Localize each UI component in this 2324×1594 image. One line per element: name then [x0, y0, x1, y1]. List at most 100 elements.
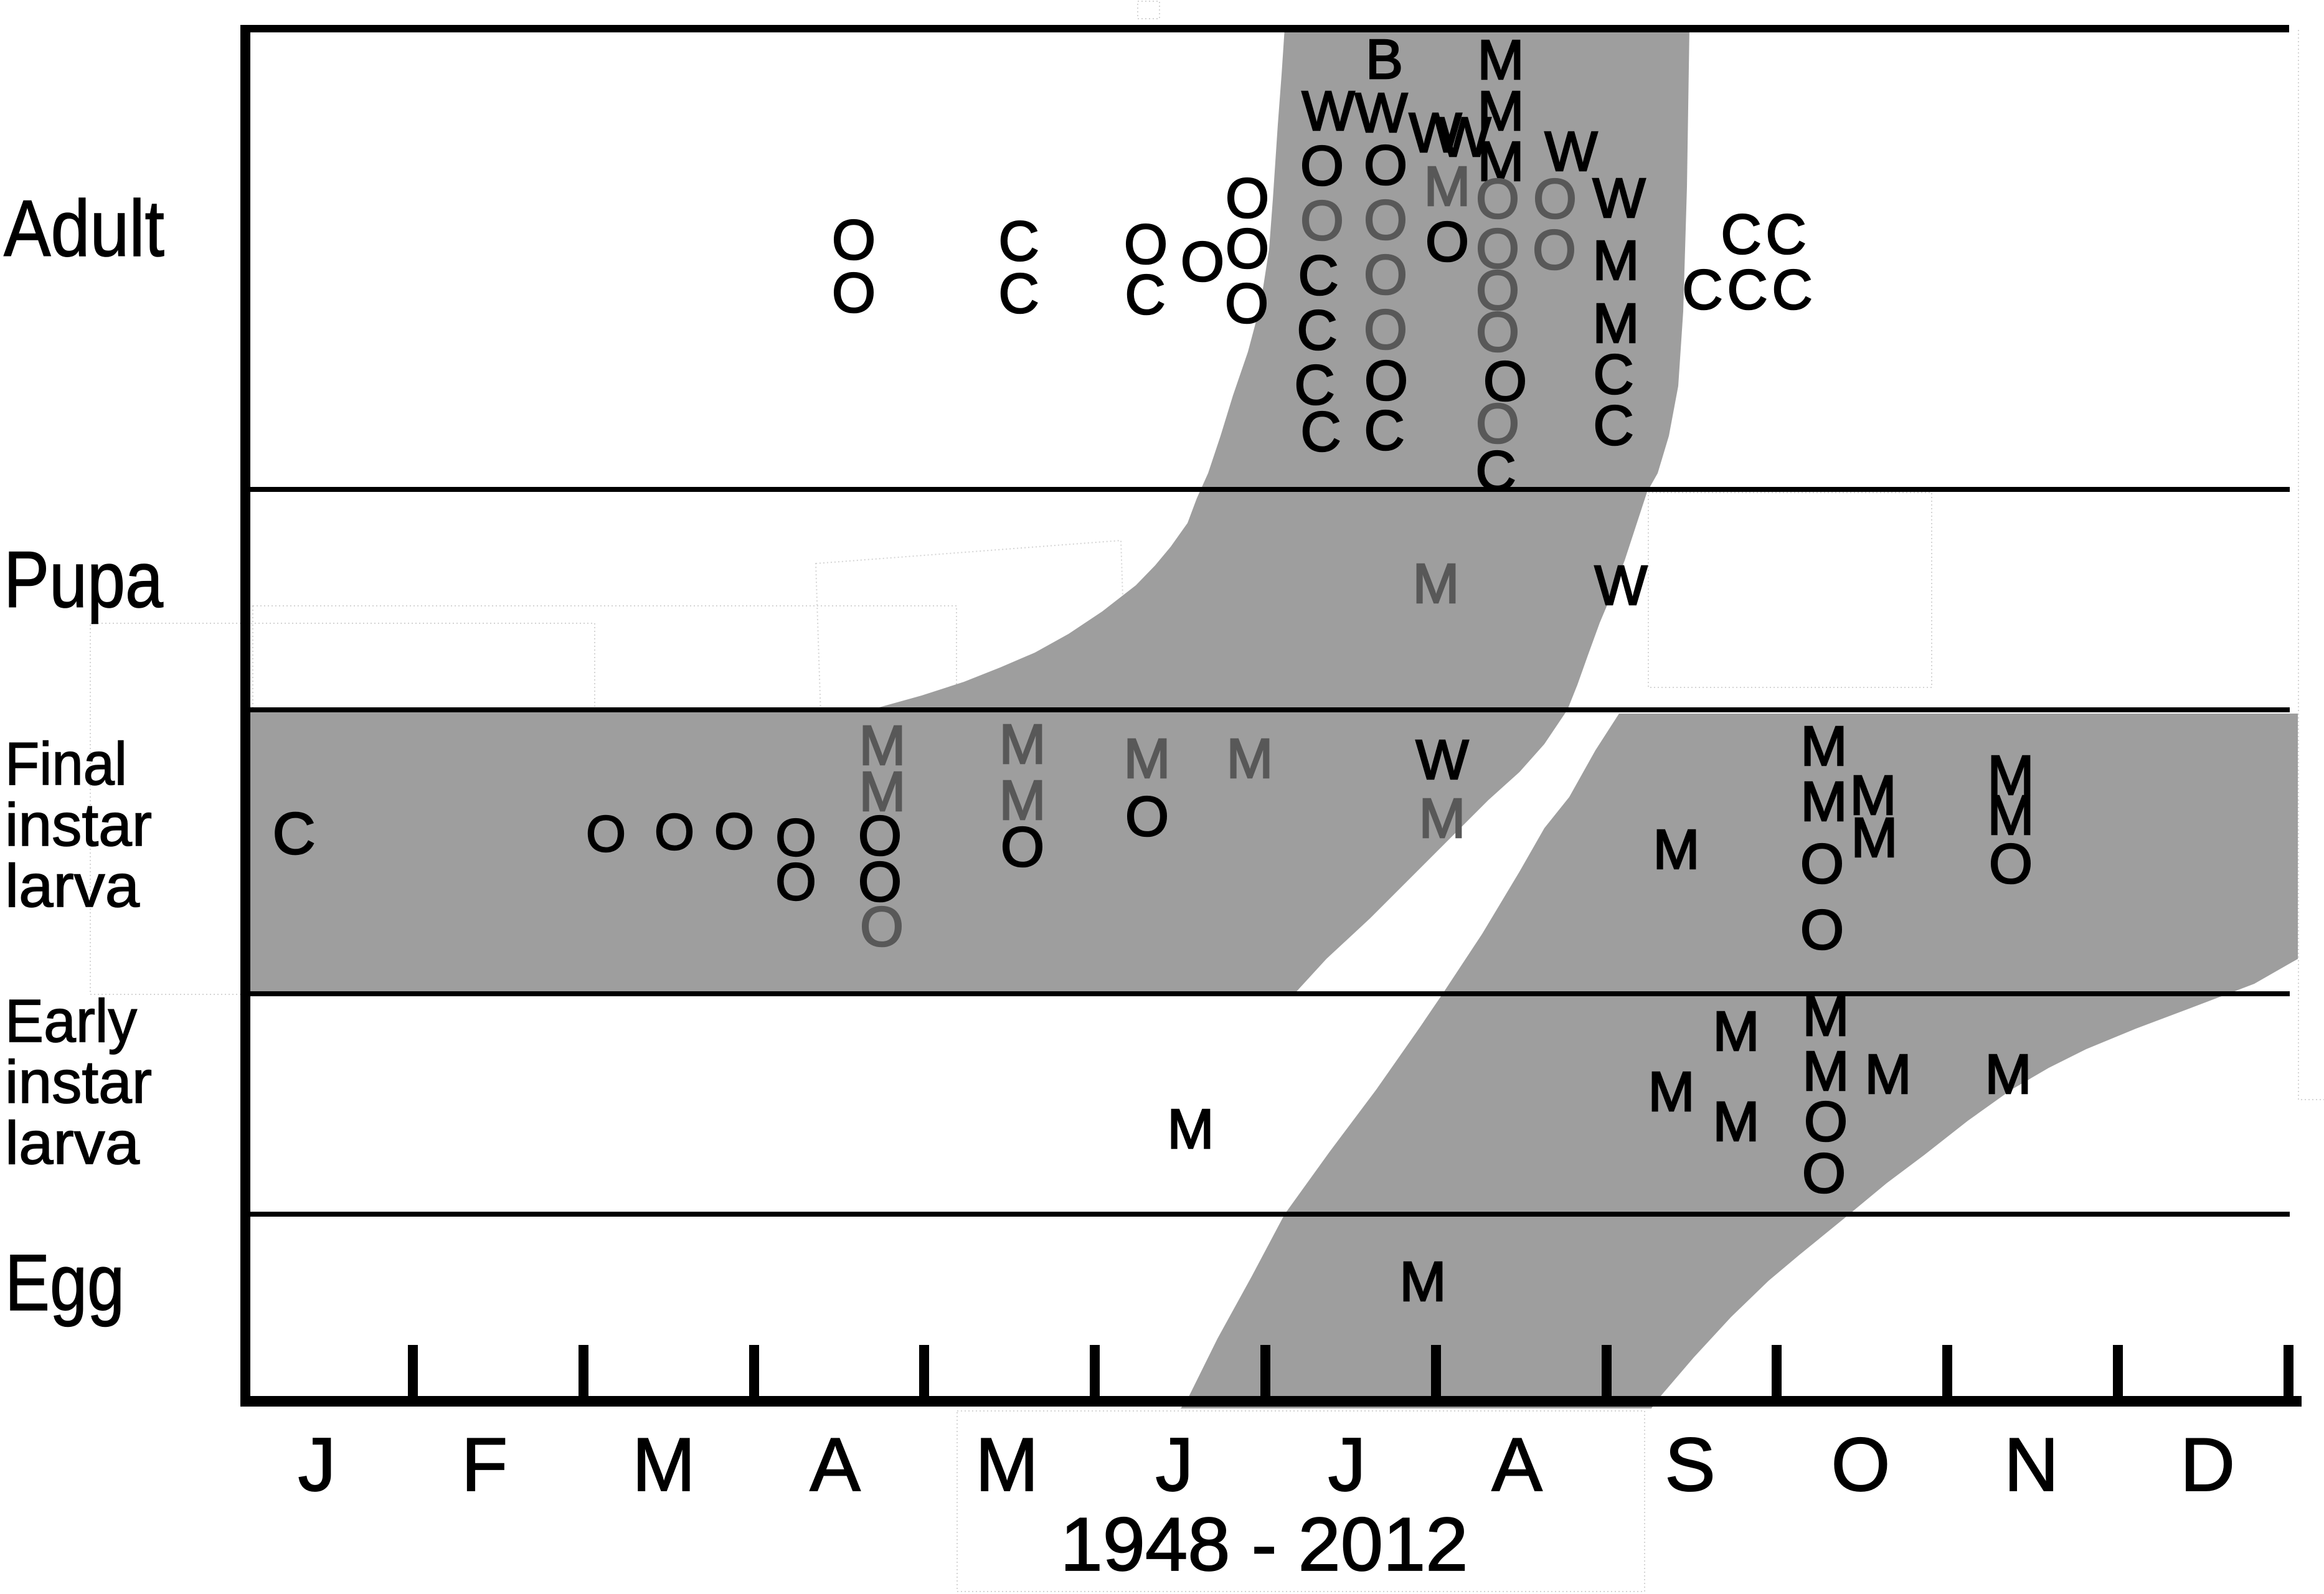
- svg-text:M: M: [632, 1422, 696, 1507]
- svg-text:1948 - 2012: 1948 - 2012: [1060, 1502, 1468, 1587]
- svg-text:W: W: [1409, 102, 1462, 164]
- svg-text:larva: larva: [5, 1109, 139, 1177]
- svg-text:M: M: [1124, 728, 1171, 790]
- svg-text:C: C: [1721, 204, 1762, 266]
- svg-text:O: O: [1802, 1143, 1846, 1205]
- svg-text:M: M: [1713, 1001, 1760, 1063]
- svg-text:M: M: [859, 761, 906, 823]
- svg-text:C: C: [1295, 354, 1335, 417]
- svg-text:O: O: [858, 805, 902, 867]
- svg-text:instar: instar: [5, 791, 152, 859]
- svg-text:M: M: [1988, 745, 2034, 807]
- svg-text:J: J: [1156, 1422, 1194, 1507]
- svg-text:S: S: [1665, 1422, 1715, 1507]
- svg-text:C: C: [1364, 400, 1405, 462]
- svg-text:C: C: [1594, 395, 1634, 457]
- svg-text:M: M: [1478, 131, 1524, 193]
- svg-text:F: F: [461, 1422, 508, 1507]
- svg-text:Pupa: Pupa: [4, 535, 164, 625]
- svg-text:Final: Final: [5, 730, 127, 798]
- svg-text:W: W: [1302, 80, 1355, 143]
- svg-text:O: O: [858, 851, 902, 913]
- svg-text:M: M: [1593, 293, 1640, 355]
- svg-text:M: M: [1803, 986, 1849, 1048]
- svg-text:C: C: [1297, 299, 1338, 362]
- svg-text:C: C: [999, 263, 1039, 325]
- svg-text:J: J: [1328, 1422, 1366, 1507]
- svg-text:O: O: [1425, 211, 1469, 273]
- svg-text:A: A: [810, 1422, 861, 1507]
- svg-text:O: O: [1476, 168, 1519, 230]
- svg-text:M: M: [1168, 1098, 1214, 1161]
- svg-text:M: M: [1593, 230, 1640, 292]
- svg-text:M: M: [1424, 156, 1471, 218]
- svg-text:O: O: [1804, 1091, 1848, 1153]
- svg-text:B: B: [1366, 29, 1403, 91]
- svg-text:M: M: [1851, 807, 1898, 869]
- svg-text:C: C: [1727, 259, 1768, 321]
- svg-text:O: O: [1800, 899, 1844, 961]
- svg-text:W: W: [1545, 121, 1598, 183]
- svg-text:O: O: [1226, 218, 1269, 280]
- svg-text:W: W: [1355, 82, 1408, 144]
- svg-text:O: O: [832, 209, 876, 271]
- svg-text:M: M: [1801, 715, 1848, 778]
- svg-text:O: O: [1225, 273, 1268, 335]
- svg-text:M: M: [1801, 771, 1848, 833]
- svg-text:O: O: [775, 852, 816, 911]
- svg-text:O: O: [1364, 350, 1408, 412]
- svg-text:O: O: [1001, 816, 1044, 879]
- svg-text:M: M: [1985, 1044, 2032, 1106]
- svg-text:M: M: [1227, 728, 1273, 790]
- svg-text:D: D: [2180, 1422, 2235, 1507]
- svg-text:O: O: [1364, 134, 1407, 197]
- svg-text:O: O: [1181, 231, 1224, 293]
- svg-text:O: O: [1831, 1422, 1891, 1507]
- svg-text:O: O: [586, 806, 626, 862]
- svg-text:O: O: [1364, 244, 1407, 306]
- svg-text:W: W: [1593, 167, 1646, 230]
- svg-text:O: O: [1989, 833, 2033, 895]
- svg-text:J: J: [298, 1422, 336, 1507]
- svg-text:larva: larva: [5, 852, 139, 920]
- svg-text:O: O: [1124, 214, 1168, 276]
- svg-text:M: M: [1419, 788, 1466, 850]
- svg-text:C: C: [273, 801, 316, 867]
- svg-text:M: M: [1850, 765, 1897, 827]
- svg-text:C: C: [1298, 245, 1339, 307]
- svg-text:C: C: [1594, 344, 1634, 406]
- svg-text:M: M: [1478, 80, 1524, 143]
- svg-text:M: M: [1803, 1040, 1849, 1103]
- svg-text:M: M: [1988, 785, 2034, 847]
- svg-text:O: O: [1533, 219, 1576, 281]
- svg-text:O: O: [1483, 351, 1527, 413]
- svg-text:O: O: [860, 896, 904, 958]
- svg-text:O: O: [1364, 299, 1407, 361]
- svg-text:M: M: [975, 1422, 1039, 1507]
- svg-text:C: C: [999, 210, 1039, 273]
- svg-text:O: O: [714, 803, 754, 860]
- svg-text:W: W: [1595, 555, 1648, 617]
- svg-text:O: O: [1300, 190, 1344, 252]
- svg-text:M: M: [1865, 1044, 1912, 1106]
- svg-text:C: C: [1476, 440, 1516, 502]
- svg-text:O: O: [1476, 393, 1519, 455]
- svg-text:C: C: [1766, 204, 1807, 266]
- svg-text:O: O: [654, 804, 694, 861]
- svg-text:C: C: [1301, 401, 1341, 463]
- svg-text:N: N: [2004, 1422, 2059, 1507]
- svg-text:M: M: [1400, 1251, 1447, 1313]
- svg-text:Egg: Egg: [5, 1238, 125, 1328]
- svg-text:O: O: [1476, 301, 1519, 364]
- svg-text:M: M: [1413, 553, 1460, 615]
- svg-text:O: O: [1476, 260, 1519, 322]
- svg-text:O: O: [832, 262, 876, 324]
- svg-text:M: M: [999, 714, 1046, 776]
- svg-text:M: M: [1478, 29, 1524, 92]
- svg-text:O: O: [1125, 786, 1169, 848]
- svg-text:O: O: [1533, 168, 1577, 230]
- svg-text:W: W: [1416, 729, 1469, 791]
- svg-text:C: C: [1683, 259, 1723, 321]
- svg-text:O: O: [775, 808, 816, 867]
- svg-text:M: M: [1713, 1091, 1760, 1153]
